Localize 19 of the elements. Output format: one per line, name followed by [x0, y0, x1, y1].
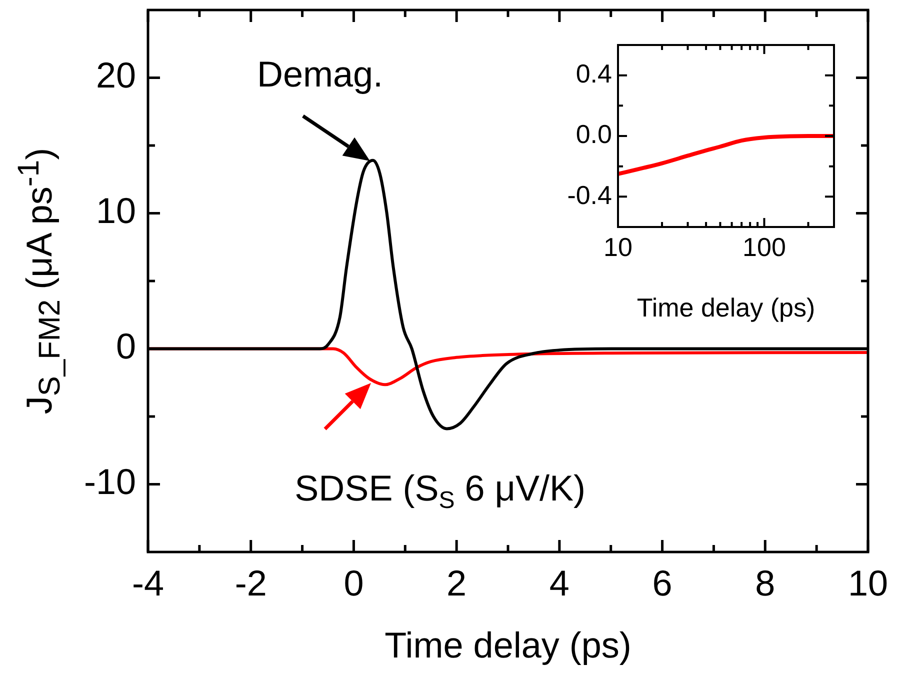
- x-tick-label: -4: [132, 562, 164, 604]
- x-tick-label: 100: [742, 232, 786, 262]
- y-tick-label: 0.0: [576, 119, 612, 150]
- x-tick-label: 4: [549, 562, 570, 604]
- y-tick-label: 20: [96, 54, 136, 96]
- x-axis-title: Time delay (ps): [384, 624, 632, 666]
- y-tick-label: 10: [96, 190, 136, 232]
- y-tick-label: -10: [84, 461, 136, 502]
- x-tick-label: 8: [755, 562, 776, 604]
- y-tick-label: 0: [116, 326, 136, 367]
- x-tick-label: 0: [344, 562, 364, 604]
- x-axis-title: Time delay (ps): [636, 292, 816, 323]
- y-tick-label: -0.4: [567, 180, 612, 210]
- x-tick-label: 2: [446, 562, 467, 604]
- x-tick-label: 6: [652, 562, 672, 604]
- y-tick-label: 0.4: [576, 58, 612, 89]
- x-tick-label: -2: [234, 562, 267, 604]
- annotation: Demag.: [256, 53, 384, 94]
- x-tick-label: 10: [848, 562, 888, 604]
